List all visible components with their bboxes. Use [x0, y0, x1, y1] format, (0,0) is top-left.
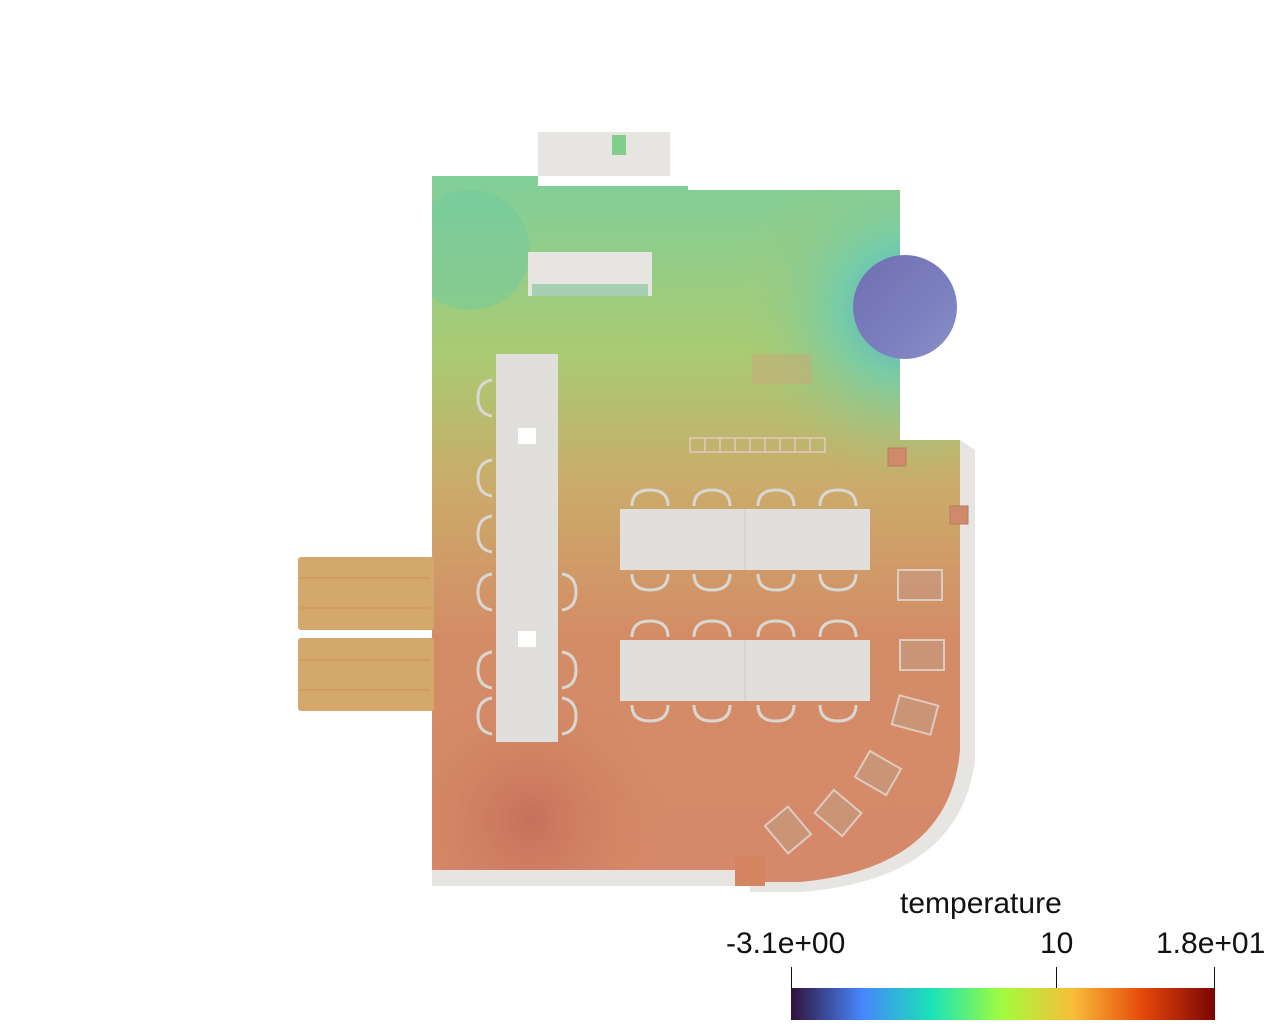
chair-group [630, 488, 858, 723]
colorbar-gradient [791, 988, 1215, 1020]
long-table [496, 354, 558, 742]
north-annex [538, 132, 670, 176]
radiator [689, 437, 826, 453]
colorbar-mid-label: 10 [1040, 927, 1074, 960]
bench [298, 557, 434, 630]
armchair-group [763, 569, 945, 855]
cold-air-source [853, 255, 957, 359]
colorbar-mid-tick [1056, 967, 1057, 989]
chair-group [476, 378, 578, 736]
pillar [887, 447, 907, 467]
colorbar-min-label: -3.1e+00 [726, 927, 846, 960]
cabinet [752, 354, 812, 384]
colorbar-min-tick [791, 967, 792, 989]
south-doorway [735, 856, 765, 886]
north-vent [612, 135, 626, 155]
bench [298, 638, 434, 711]
colorbar-max-label: 1.8e+01 [1156, 927, 1266, 960]
south-wall [432, 870, 762, 886]
colorbar-title: temperature [900, 887, 1062, 920]
column [518, 631, 536, 647]
pillar [949, 505, 969, 525]
colorbar-max-tick [1214, 967, 1215, 989]
column [518, 428, 536, 444]
